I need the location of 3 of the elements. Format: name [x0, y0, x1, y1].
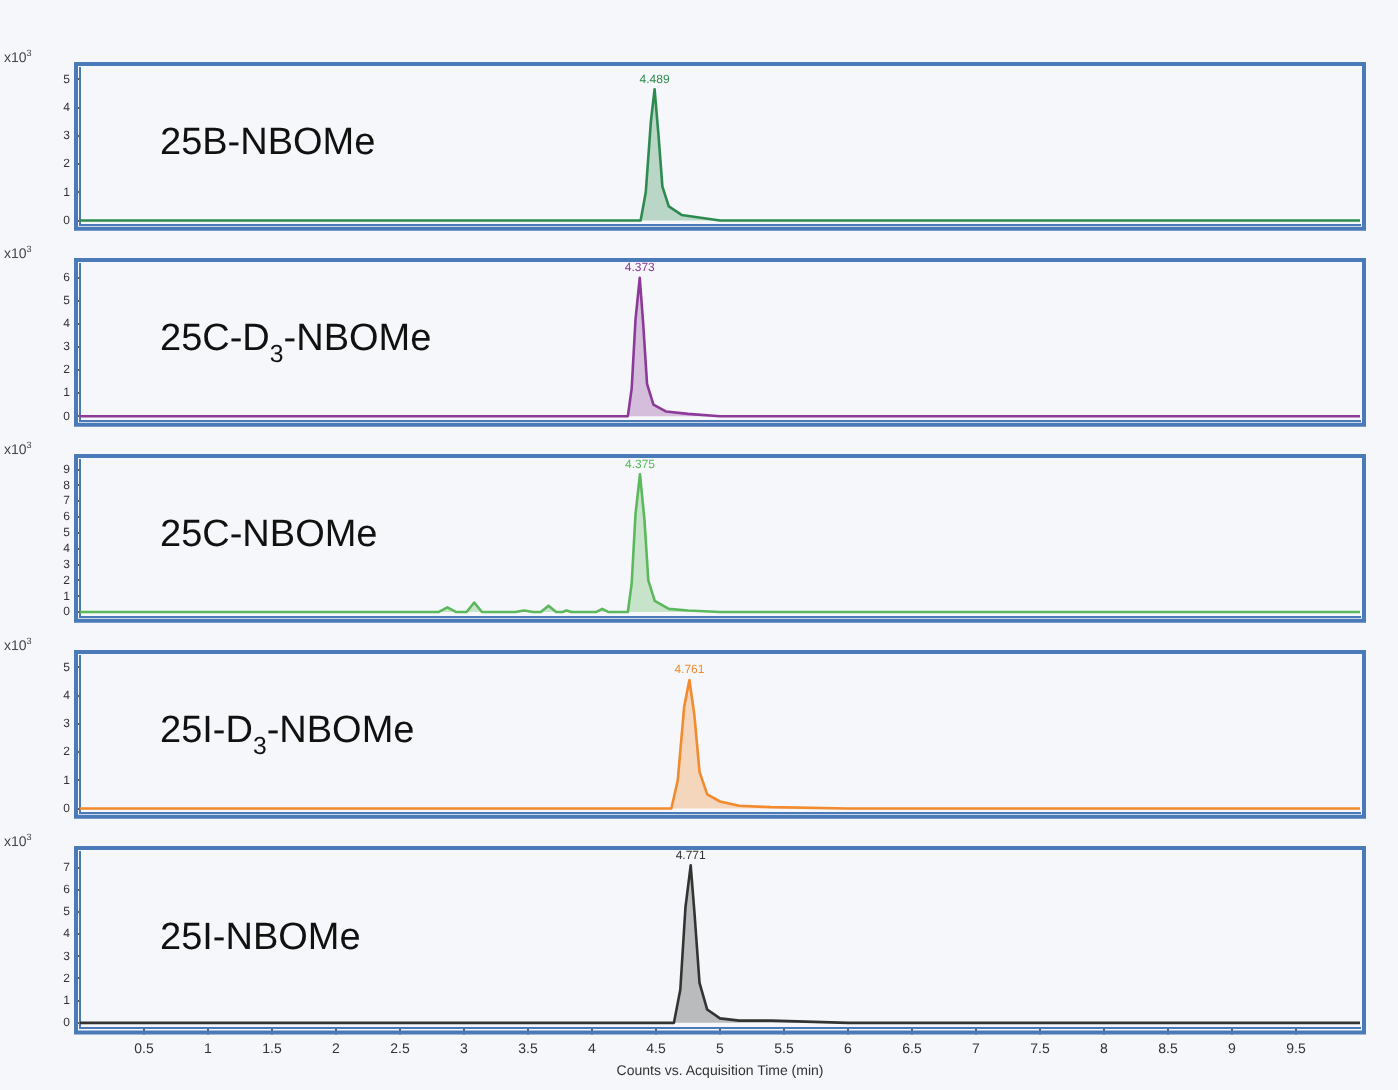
text: 25B-NBOMe — [160, 122, 376, 165]
text: 25I-NBOMe — [160, 917, 361, 960]
text: 25C-NBOMe — [160, 514, 378, 557]
